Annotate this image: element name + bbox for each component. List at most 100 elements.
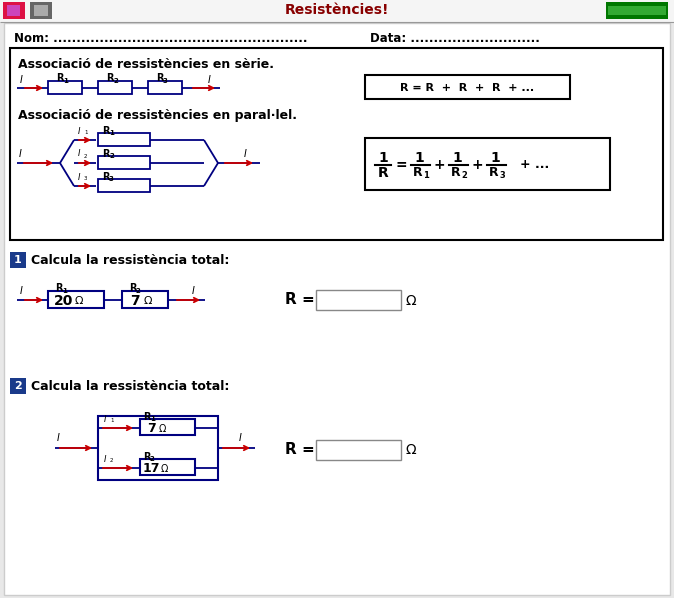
Bar (316, 290, 401, 310)
Text: Data: ............................: Data: ............................ (370, 32, 540, 44)
Text: I: I (78, 127, 80, 136)
Bar (365, 138, 610, 190)
Text: R =: R = (285, 443, 315, 457)
Bar (148, 81, 182, 94)
Text: 20: 20 (55, 294, 73, 308)
Bar (140, 419, 195, 435)
Text: 7: 7 (148, 423, 156, 435)
Text: 2: 2 (150, 456, 155, 462)
Text: R: R (129, 283, 137, 293)
Text: 2: 2 (109, 153, 114, 159)
Text: I: I (78, 172, 80, 182)
Text: 2: 2 (461, 172, 467, 181)
Text: I: I (20, 75, 23, 85)
Text: 3: 3 (499, 172, 505, 181)
Text: 2: 2 (136, 288, 141, 294)
Text: Ω: Ω (75, 296, 84, 306)
Text: 1: 1 (490, 151, 500, 165)
Bar (122, 291, 168, 308)
Text: I: I (104, 454, 106, 463)
Text: =: = (395, 158, 407, 172)
Bar (10, 48, 663, 240)
Text: 1: 1 (84, 130, 88, 136)
Text: 2: 2 (84, 154, 88, 158)
Text: Ω: Ω (158, 424, 166, 434)
Text: R: R (143, 452, 150, 462)
Text: 1: 1 (63, 78, 68, 84)
Text: I: I (20, 286, 23, 296)
Text: +: + (433, 158, 445, 172)
Text: Resistències!: Resistències! (284, 3, 390, 17)
Bar (365, 75, 570, 99)
Bar (48, 81, 82, 94)
Text: Ω: Ω (406, 443, 417, 457)
Bar (10, 252, 26, 268)
Text: I: I (208, 75, 211, 85)
Bar (608, 6, 666, 15)
Text: I: I (104, 414, 106, 423)
Text: R: R (102, 126, 109, 136)
Text: Calcula la ressistència total:: Calcula la ressistència total: (31, 380, 229, 392)
Text: 1: 1 (110, 419, 113, 423)
Text: + ...: + ... (520, 158, 549, 172)
Text: 1: 1 (452, 151, 462, 165)
Text: I: I (57, 433, 60, 443)
Bar (98, 133, 150, 146)
Text: R: R (489, 166, 499, 179)
Text: I: I (244, 149, 247, 159)
Text: R: R (413, 166, 423, 179)
Bar (140, 459, 195, 475)
Text: R: R (106, 73, 113, 83)
Text: 1: 1 (414, 151, 424, 165)
Text: R: R (102, 149, 109, 159)
Text: R =: R = (285, 292, 315, 307)
Text: Associació de ressistències en paral·lel.: Associació de ressistències en paral·lel… (18, 109, 297, 123)
Text: 3: 3 (84, 176, 88, 182)
Text: Nom: .......................................................: Nom: ...................................… (14, 32, 307, 44)
Text: R: R (102, 172, 109, 182)
Bar (7, 5, 20, 16)
Text: R: R (377, 166, 388, 180)
Bar (34, 5, 48, 16)
Text: I: I (239, 433, 242, 443)
Bar (3, 2, 25, 19)
Text: +: + (471, 158, 483, 172)
Text: R: R (55, 283, 63, 293)
Bar (98, 81, 132, 94)
Bar (98, 416, 218, 480)
Bar (316, 440, 401, 460)
Text: I: I (78, 150, 80, 158)
Bar (30, 2, 52, 19)
Text: I: I (192, 286, 195, 296)
Text: R: R (451, 166, 461, 179)
Bar (98, 156, 150, 169)
Text: 1: 1 (109, 130, 114, 136)
Text: 1: 1 (150, 416, 155, 422)
Text: 17: 17 (142, 462, 160, 475)
Text: 1: 1 (62, 288, 67, 294)
Text: I: I (19, 149, 22, 159)
Text: Ω: Ω (144, 296, 152, 306)
Text: R: R (56, 73, 63, 83)
Text: Ω: Ω (406, 294, 417, 308)
Text: 2: 2 (113, 78, 118, 84)
Bar (606, 2, 668, 19)
Text: 7: 7 (130, 294, 140, 308)
Text: 1: 1 (378, 151, 388, 165)
Text: Calcula la ressistència total:: Calcula la ressistència total: (31, 254, 229, 267)
Text: 3: 3 (109, 176, 114, 182)
Text: 1: 1 (423, 172, 429, 181)
Bar (48, 291, 104, 308)
Text: R: R (156, 73, 164, 83)
Text: R: R (143, 412, 150, 422)
Bar (10, 378, 26, 394)
Text: R = R  +  R  +  R  + ...: R = R + R + R + ... (400, 83, 534, 93)
Bar (98, 179, 150, 192)
Text: Associació de ressistències en sèrie.: Associació de ressistències en sèrie. (18, 57, 274, 71)
Text: 2: 2 (110, 459, 113, 463)
Text: 1: 1 (14, 255, 22, 265)
Bar (0, 0, 674, 22)
Text: 3: 3 (163, 78, 168, 84)
Text: 2: 2 (14, 381, 22, 391)
Text: Ω: Ω (160, 464, 168, 474)
